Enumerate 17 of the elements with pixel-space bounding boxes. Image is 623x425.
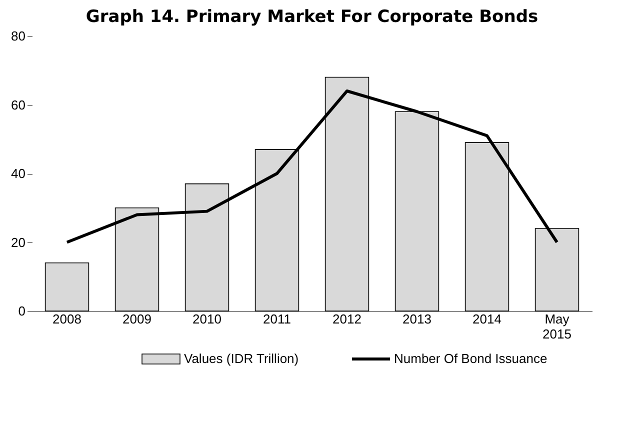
x-tick-label: May 2015 — [542, 312, 572, 342]
y-tick-label: 0 — [18, 304, 26, 318]
chart-title: Graph 14. Primary Market For Corporate Bonds — [86, 7, 538, 27]
bar — [44, 262, 90, 312]
y-tick-label: 60 — [11, 97, 26, 112]
x-tick-label: 2010 — [192, 312, 222, 326]
legend-label: Number Of Bond Issuance — [394, 351, 548, 366]
x-tick-label: 2011 — [263, 312, 291, 326]
y-tick-label: 20 — [11, 234, 26, 250]
x-tick-label: 2008 — [52, 312, 82, 326]
y-tick-label: 80 — [11, 28, 26, 44]
x-tick-label: 2009 — [122, 312, 152, 326]
legend-label: Values (IDR Trillion) — [184, 351, 299, 366]
y-tick-label: 40 — [11, 166, 26, 181]
x-tick-label: 2014 — [472, 312, 502, 326]
x-tick-label: 2012 — [332, 312, 362, 326]
x-tick-label: 2013 — [402, 312, 432, 326]
